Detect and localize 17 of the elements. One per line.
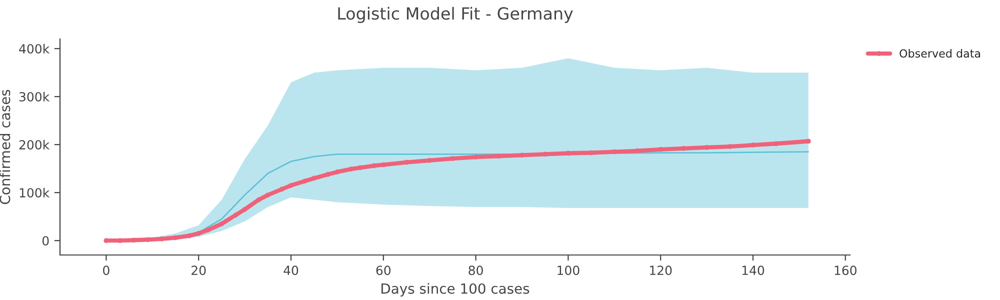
x-tick-label: 40: [284, 266, 298, 276]
x-tick-label: 80: [468, 266, 483, 276]
x-tick-label: 20: [192, 266, 206, 276]
y-tick-label: 100k: [20, 188, 50, 198]
legend-label: Observed data: [900, 49, 980, 58]
x-tick-label: 160: [834, 266, 856, 276]
y-tick-label: 0: [42, 236, 49, 246]
x-tick-label: 60: [376, 266, 391, 276]
y-tick-label: 400k: [19, 44, 50, 54]
y-tick-label: 300k: [19, 92, 50, 102]
chart-title: Logistic Model Fit - Germany: [338, 6, 573, 24]
x-tick-label: 140: [742, 266, 764, 276]
x-tick-label: 100: [558, 266, 580, 276]
x-tick-label: 0: [103, 266, 110, 276]
y-tick-label: 200k: [19, 140, 50, 150]
x-tick-label: 120: [650, 266, 672, 276]
x-axis-title: Days since 100 cases: [382, 283, 530, 297]
